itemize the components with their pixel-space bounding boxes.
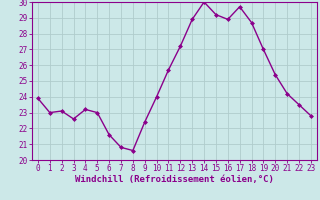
X-axis label: Windchill (Refroidissement éolien,°C): Windchill (Refroidissement éolien,°C) [75, 175, 274, 184]
